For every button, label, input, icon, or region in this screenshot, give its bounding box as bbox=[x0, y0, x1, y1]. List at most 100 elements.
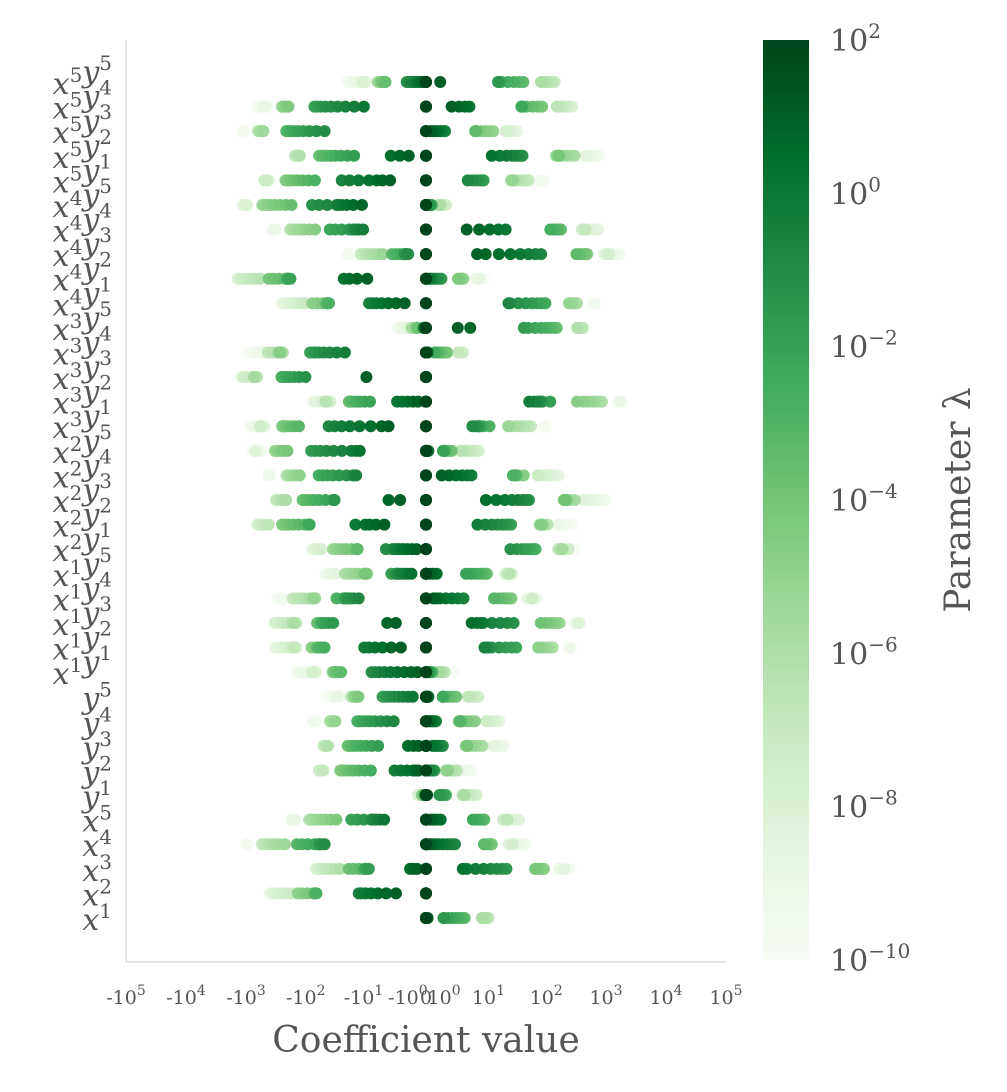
colorbar-tick-labels: 102 100 10−2 10−4 10−6 10−8 10−10 bbox=[830, 19, 910, 979]
scatter-point bbox=[385, 641, 398, 654]
scatter-point bbox=[318, 125, 331, 138]
scatter-point bbox=[310, 887, 323, 900]
scatter-point bbox=[376, 248, 389, 261]
scatter-point bbox=[420, 444, 432, 457]
scatter-point bbox=[355, 198, 368, 211]
scatter-point bbox=[488, 592, 501, 605]
scatter-point bbox=[532, 174, 545, 187]
scatter-point bbox=[393, 149, 406, 162]
scatter-point bbox=[420, 469, 432, 482]
scatter-point bbox=[361, 272, 374, 285]
y-tick-label: x5y1 bbox=[53, 149, 112, 200]
scatter-point bbox=[522, 248, 535, 261]
scatter-point bbox=[517, 321, 530, 334]
scatter-point bbox=[293, 149, 306, 162]
y-tick-label: x2 bbox=[82, 874, 112, 913]
scatter-point bbox=[292, 420, 305, 433]
scatter-point bbox=[420, 346, 432, 359]
scatter-point bbox=[475, 912, 488, 924]
colorbar-tick-label: 10−2 bbox=[830, 326, 898, 366]
colorbar-tick-label: 10−10 bbox=[830, 939, 910, 979]
y-tick-label: x5y4 bbox=[53, 76, 112, 127]
scatter-point bbox=[571, 395, 584, 408]
y-tick-label: x2y1 bbox=[53, 518, 112, 569]
scatter-point bbox=[501, 813, 514, 826]
scatter-point bbox=[465, 616, 478, 629]
scatter-point bbox=[420, 223, 432, 236]
scatter-point bbox=[420, 371, 432, 384]
scatter-point bbox=[411, 666, 424, 679]
scatter-point bbox=[515, 100, 528, 113]
scatter-point bbox=[558, 494, 571, 506]
scatter-point bbox=[329, 567, 342, 580]
scatter-point bbox=[420, 198, 432, 211]
scatter-point bbox=[534, 518, 547, 531]
scatter-point bbox=[420, 789, 432, 802]
scatter-point bbox=[299, 371, 312, 384]
scatter-point bbox=[236, 125, 249, 138]
scatter-point bbox=[316, 764, 329, 777]
scatter-point bbox=[364, 420, 377, 433]
scatter-point bbox=[253, 272, 266, 285]
scatter-point bbox=[309, 223, 322, 236]
scatter-point bbox=[254, 420, 267, 433]
scatter-point bbox=[286, 616, 299, 629]
scatter-point bbox=[274, 346, 287, 359]
scatter-point bbox=[306, 715, 319, 728]
scatter-point bbox=[564, 641, 577, 654]
scatter-point bbox=[420, 912, 432, 924]
scatter-point bbox=[435, 469, 448, 482]
colorbar-tick-label: 10−8 bbox=[830, 786, 898, 826]
scatter-point bbox=[485, 149, 498, 162]
scatter-point bbox=[466, 420, 479, 433]
y-tick-label: x3 bbox=[82, 850, 112, 889]
scatter-point bbox=[380, 887, 393, 900]
scatter-point bbox=[572, 616, 585, 629]
scatter-point bbox=[398, 297, 411, 310]
scatter-point bbox=[420, 125, 432, 138]
scatter-point bbox=[343, 420, 356, 433]
y-tick-label: x4y1 bbox=[53, 272, 112, 323]
scatter-point bbox=[420, 297, 432, 310]
scatter-point bbox=[288, 813, 301, 826]
x-tick-label: 105 bbox=[709, 983, 742, 1009]
scatter-point bbox=[420, 739, 432, 752]
scatter-point bbox=[535, 76, 548, 88]
scatter-point bbox=[262, 518, 275, 531]
scatter-point bbox=[420, 592, 432, 605]
y-tick-label: x1y5 bbox=[53, 543, 112, 594]
scatter-point bbox=[348, 100, 361, 113]
scatter-point bbox=[362, 862, 375, 875]
scatter-point bbox=[379, 76, 392, 88]
x-tick-label: 103 bbox=[589, 983, 622, 1009]
y-tick-label: x3y2 bbox=[53, 371, 112, 422]
y-tick-label: x5y3 bbox=[53, 100, 112, 151]
colorbar bbox=[763, 40, 809, 960]
scatter-point bbox=[356, 76, 369, 88]
scatter-point bbox=[473, 272, 486, 285]
scatter-point bbox=[479, 248, 492, 261]
scatter-point bbox=[480, 715, 493, 728]
scatter-point bbox=[329, 690, 342, 703]
scatter-point bbox=[241, 838, 254, 851]
scatter-point bbox=[434, 76, 447, 88]
y-tick-label: x5 bbox=[82, 801, 112, 840]
scatter-point bbox=[378, 813, 391, 826]
scatter-point bbox=[454, 444, 467, 457]
scatter-point bbox=[477, 838, 490, 851]
y-tick-label: x1y2 bbox=[53, 617, 112, 668]
y-tick-label: x3y3 bbox=[53, 346, 112, 397]
scatter-point bbox=[612, 395, 625, 408]
scatter-point bbox=[499, 125, 512, 138]
scatter-point bbox=[471, 518, 484, 531]
scatter-point bbox=[352, 690, 365, 703]
scatter-point bbox=[534, 616, 547, 629]
x-tick-label: -105 bbox=[106, 983, 146, 1009]
scatter-point bbox=[406, 690, 419, 703]
scatter-point bbox=[257, 125, 270, 138]
scatter-point bbox=[526, 592, 539, 605]
scatter-points bbox=[231, 76, 628, 924]
scatter-point bbox=[310, 125, 323, 138]
